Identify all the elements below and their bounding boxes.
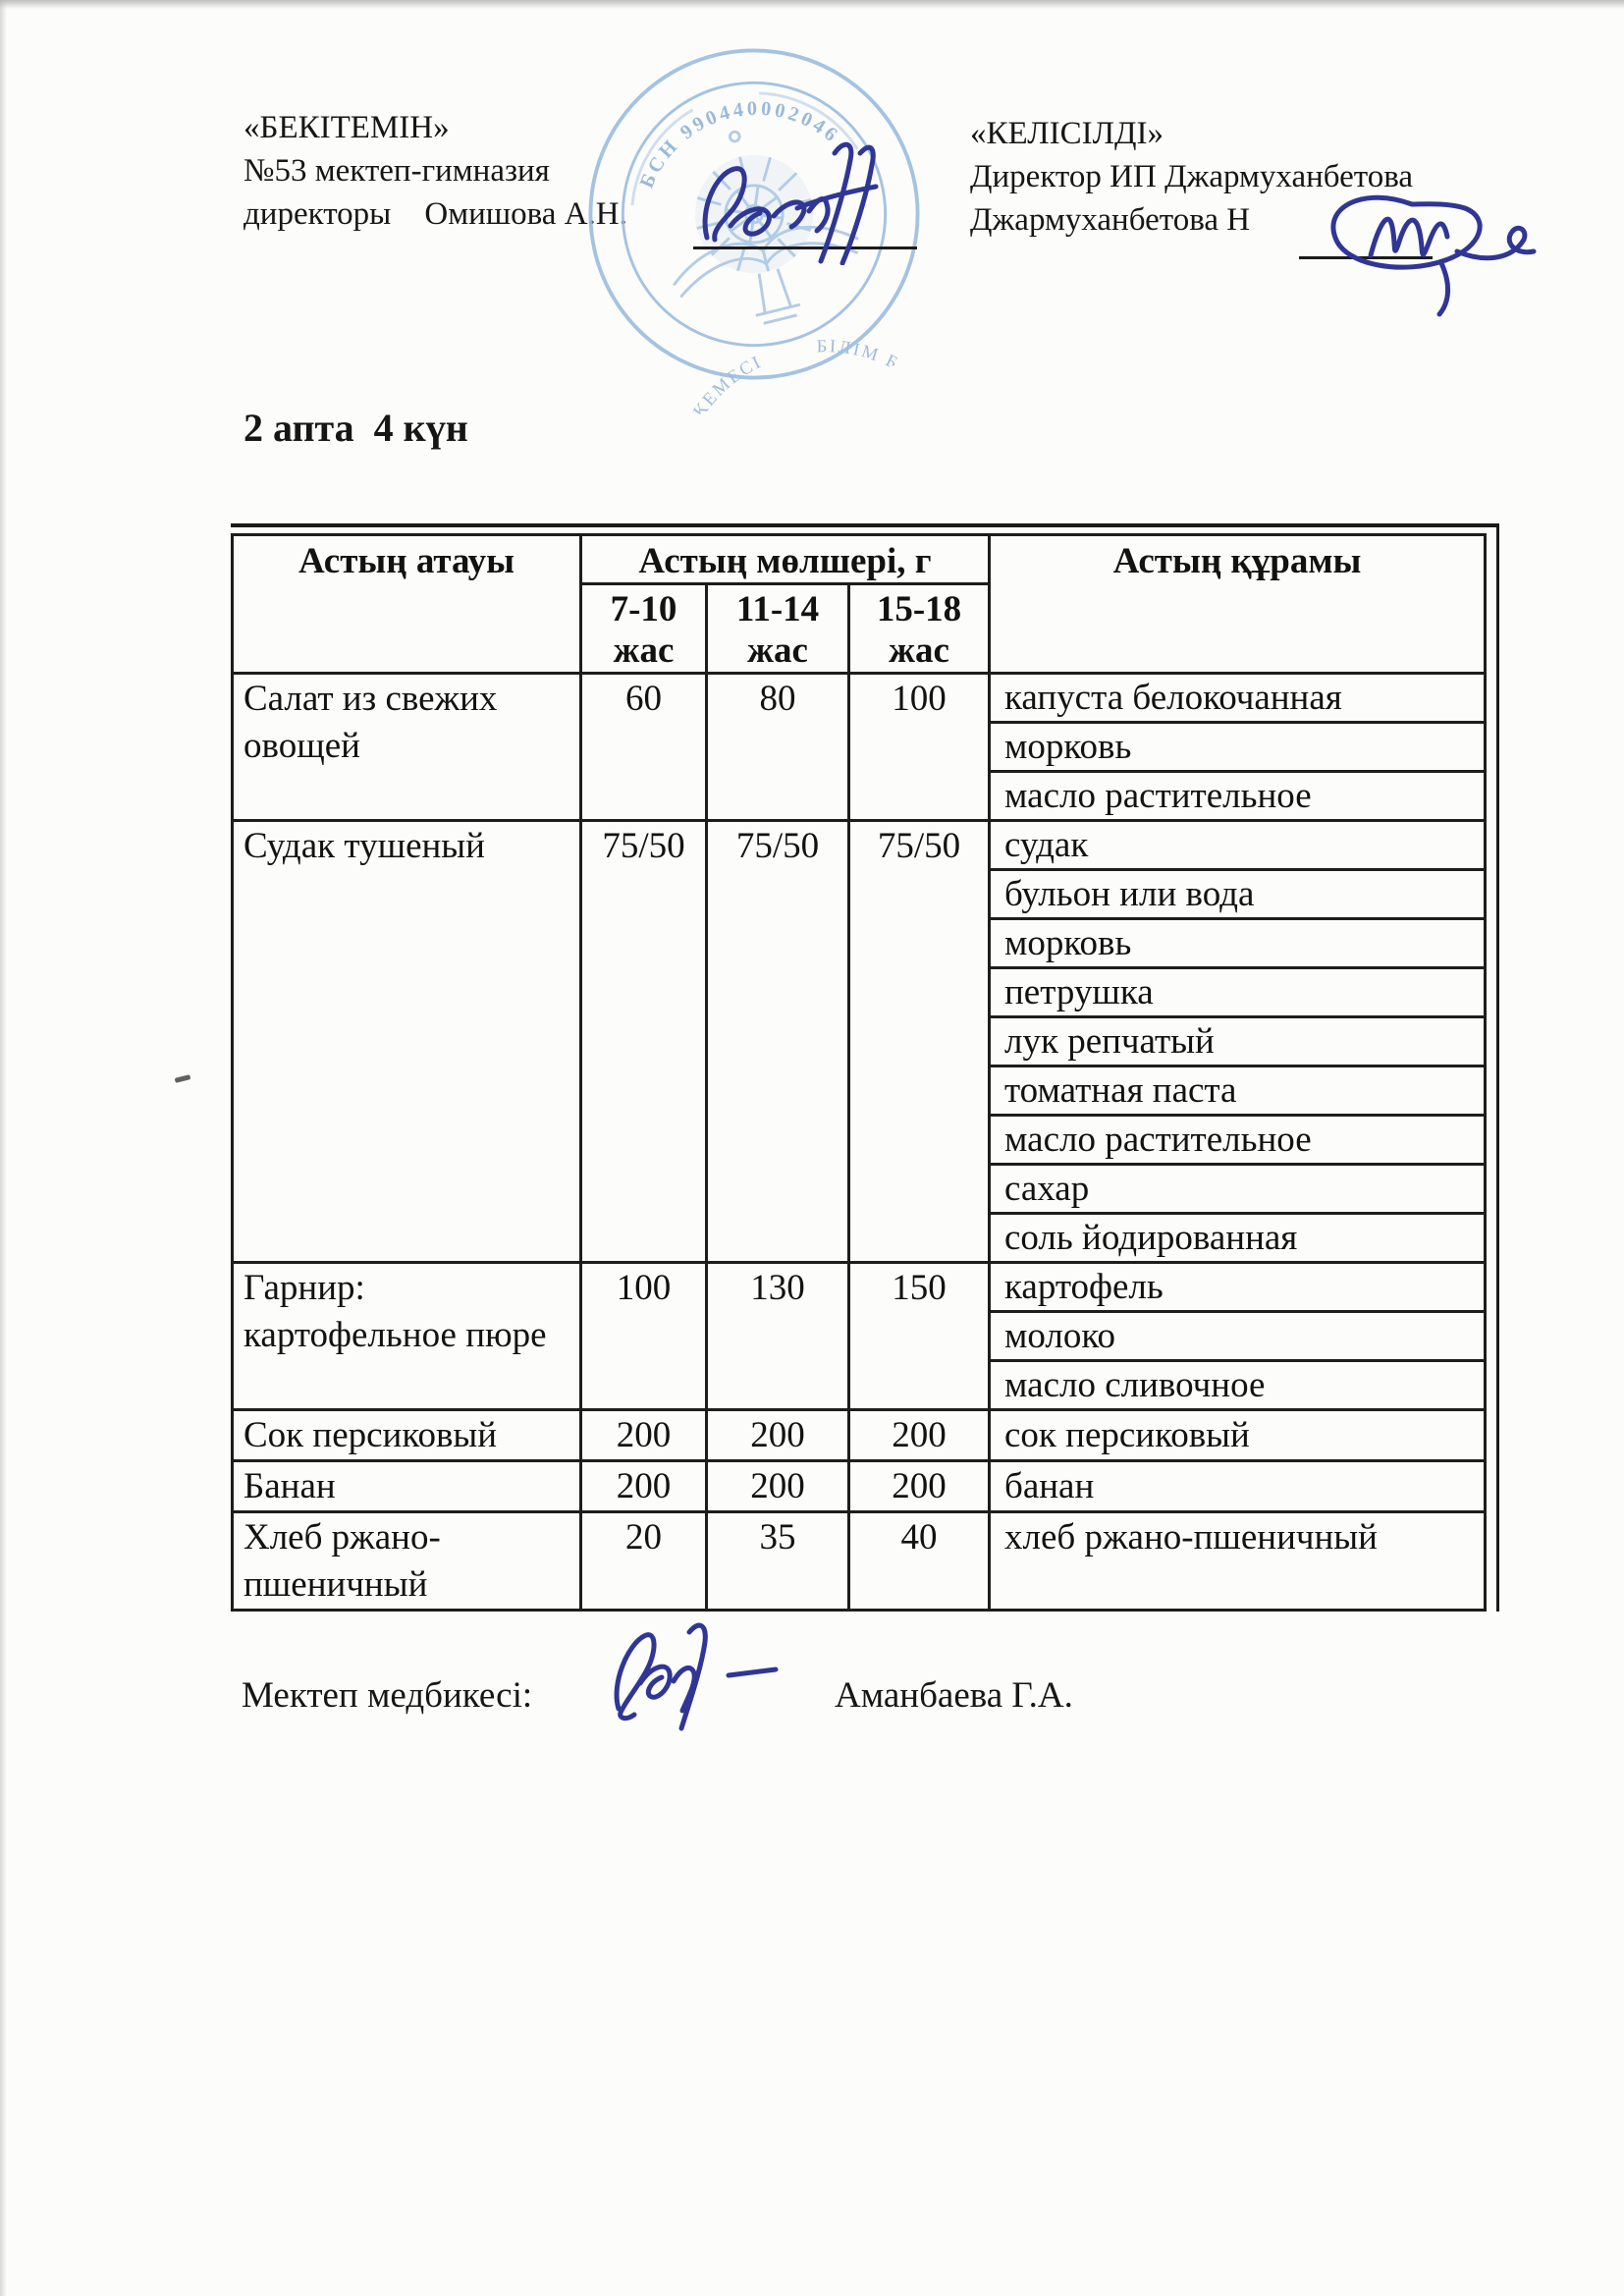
col-header-age-15-18: 15-18 жас: [847, 582, 991, 675]
table-row: лук репчатый: [233, 1015, 1487, 1067]
dish-name-cell: Гарнир: картофельное пюре: [231, 1261, 582, 1411]
col-header-amount: Астың мөлшері, г: [579, 533, 991, 585]
table-row: сахар: [233, 1163, 1487, 1215]
ingredient-cell: хлеб ржано-пшеничный: [988, 1510, 1487, 1612]
ingredient-cell: картофель: [988, 1261, 1487, 1313]
ingredient-cell: банан: [988, 1459, 1487, 1513]
table-row: молоко: [233, 1310, 1487, 1362]
nurse-signature: [614, 1622, 779, 1731]
nurse-label: Мектеп медбикесі:: [242, 1675, 533, 1716]
ingredient-cell: томатная паста: [988, 1065, 1487, 1117]
week-day-subtitle: 2 апта 4 күн: [244, 406, 468, 450]
amount-cell: 150: [847, 1261, 991, 1411]
approval-left-title: «БЕКІТЕМІН»: [244, 110, 450, 145]
ingredient-cell: бульон или вода: [988, 868, 1487, 920]
approval-left-org: №53 мектеп-гимназия: [244, 153, 550, 189]
approval-block-left: «БЕКІТЕМІН» №53 мектеп-гимназия директор…: [244, 106, 627, 236]
ingredient-cell: судак: [988, 819, 1487, 871]
col-header-age-7-10: 7-10 жас: [579, 582, 708, 675]
table-row: Салат из свежих овощей 60 80 100 капуста…: [231, 672, 1487, 822]
ingredient-cell: сок персиковый: [988, 1408, 1487, 1462]
menu-table: Астың атауы Астың мөлшері, г Астың құрам…: [231, 533, 1487, 1612]
amount-cell: 20: [579, 1510, 708, 1612]
dish-name-cell: Салат из свежих овощей: [231, 672, 582, 822]
table-row: томатная паста: [233, 1065, 1487, 1117]
ingredient-cell: масло сливочное: [988, 1359, 1487, 1411]
ingredient-cell: масло растительное: [988, 1114, 1487, 1166]
ingredient-cell: лук репчатый: [988, 1015, 1487, 1067]
table-row: морковь: [233, 917, 1487, 969]
nurse-name: Аманбаева Г.А.: [835, 1675, 1073, 1716]
col-header-composition: Астың құрамы: [988, 533, 1487, 675]
amount-cell: 75/50: [847, 819, 991, 1264]
table-row: Гарнир: картофельное пюре 100 130 150 ка…: [231, 1261, 1487, 1411]
approval-left-role: директоры: [244, 196, 392, 232]
ingredient-cell: молоко: [988, 1310, 1487, 1362]
ingredient-cell: морковь: [988, 721, 1487, 773]
age-range: 7-10: [610, 589, 677, 629]
table-row: Хлеб ржано-пшеничный 20 35 40 хлеб ржано…: [231, 1510, 1487, 1612]
approval-block-right: «КЕЛІСІЛДІ» Директор ИП Джармуханбетова …: [970, 112, 1413, 242]
amount-cell: 60: [579, 672, 708, 822]
amount-cell: 75/50: [705, 819, 850, 1264]
approval-right-person: Джармуханбетова Н: [970, 202, 1251, 238]
amount-cell: 200: [579, 1459, 708, 1513]
age-label: жас: [889, 630, 949, 671]
amount-cell: 100: [847, 672, 991, 822]
dish-name-cell: Банан: [231, 1459, 582, 1513]
ingredient-cell: масло растительное: [988, 770, 1487, 822]
amount-cell: 40: [847, 1510, 991, 1612]
ingredient-cell: сахар: [988, 1163, 1487, 1215]
amount-cell: 200: [847, 1459, 991, 1513]
signature-line-right: [1299, 256, 1433, 259]
amount-cell: 35: [705, 1510, 850, 1612]
table-row: масло растительное: [233, 1114, 1487, 1166]
age-range: 11-14: [735, 589, 820, 629]
table-row: Судак тушеный 75/50 75/50 75/50 судак: [231, 819, 1487, 1264]
age-label: жас: [747, 630, 808, 671]
amount-cell: 200: [705, 1459, 850, 1513]
approval-left-signer-line: директоры Омишова А.Н.: [244, 192, 627, 236]
table-row: Банан 200 200 200 банан: [231, 1459, 1487, 1513]
amount-cell: 200: [579, 1408, 708, 1462]
table-row: масло растительное: [233, 770, 1487, 822]
amount-cell: 80: [705, 672, 850, 822]
approval-right-title: «КЕЛІСІЛДІ»: [970, 116, 1164, 151]
approval-right-role: Директор ИП Джармуханбетова: [970, 159, 1414, 194]
scan-edge-left: [0, 0, 7, 2296]
table-row: Сок персиковый 200 200 200 сок персиковы…: [231, 1408, 1487, 1462]
scan-edge-top: [0, 0, 1624, 9]
menu-table-wrapper: Астың атауы Астың мөлшері, г Астың құрам…: [231, 523, 1499, 1612]
ingredient-cell: петрушка: [988, 966, 1487, 1018]
pen-mark-artifact: [174, 1074, 191, 1083]
table-row: соль йодированная: [233, 1212, 1487, 1264]
amount-cell: 100: [579, 1261, 708, 1411]
table-row: бульон или вода: [233, 868, 1487, 920]
amount-cell: 200: [847, 1408, 991, 1462]
amount-cell: 130: [705, 1261, 850, 1411]
dish-name-cell: Хлеб ржано-пшеничный: [231, 1510, 582, 1612]
age-label: жас: [613, 630, 675, 671]
director-signature: [702, 141, 879, 265]
table-row: масло сливочное: [233, 1359, 1487, 1411]
supplier-signature: [1330, 194, 1537, 317]
table-row: петрушка: [233, 966, 1487, 1018]
ingredient-cell: капуста белокочанная: [988, 672, 1487, 724]
ingredient-cell: соль йодированная: [988, 1212, 1487, 1264]
amount-cell: 75/50: [579, 819, 708, 1264]
ingredient-cell: морковь: [988, 917, 1487, 969]
dish-name-cell: Судак тушеный: [231, 819, 582, 1264]
col-header-dish-name: Астың атауы: [231, 533, 582, 675]
amount-cell: 200: [705, 1408, 850, 1462]
dish-name-cell: Сок персиковый: [231, 1408, 582, 1462]
col-header-age-11-14: 11-14 жас: [705, 582, 850, 675]
table-row: морковь: [233, 721, 1487, 773]
age-range: 15-18: [876, 589, 962, 629]
approval-left-person: Омишова А.Н.: [424, 196, 627, 232]
signature-line-left: [693, 246, 917, 249]
